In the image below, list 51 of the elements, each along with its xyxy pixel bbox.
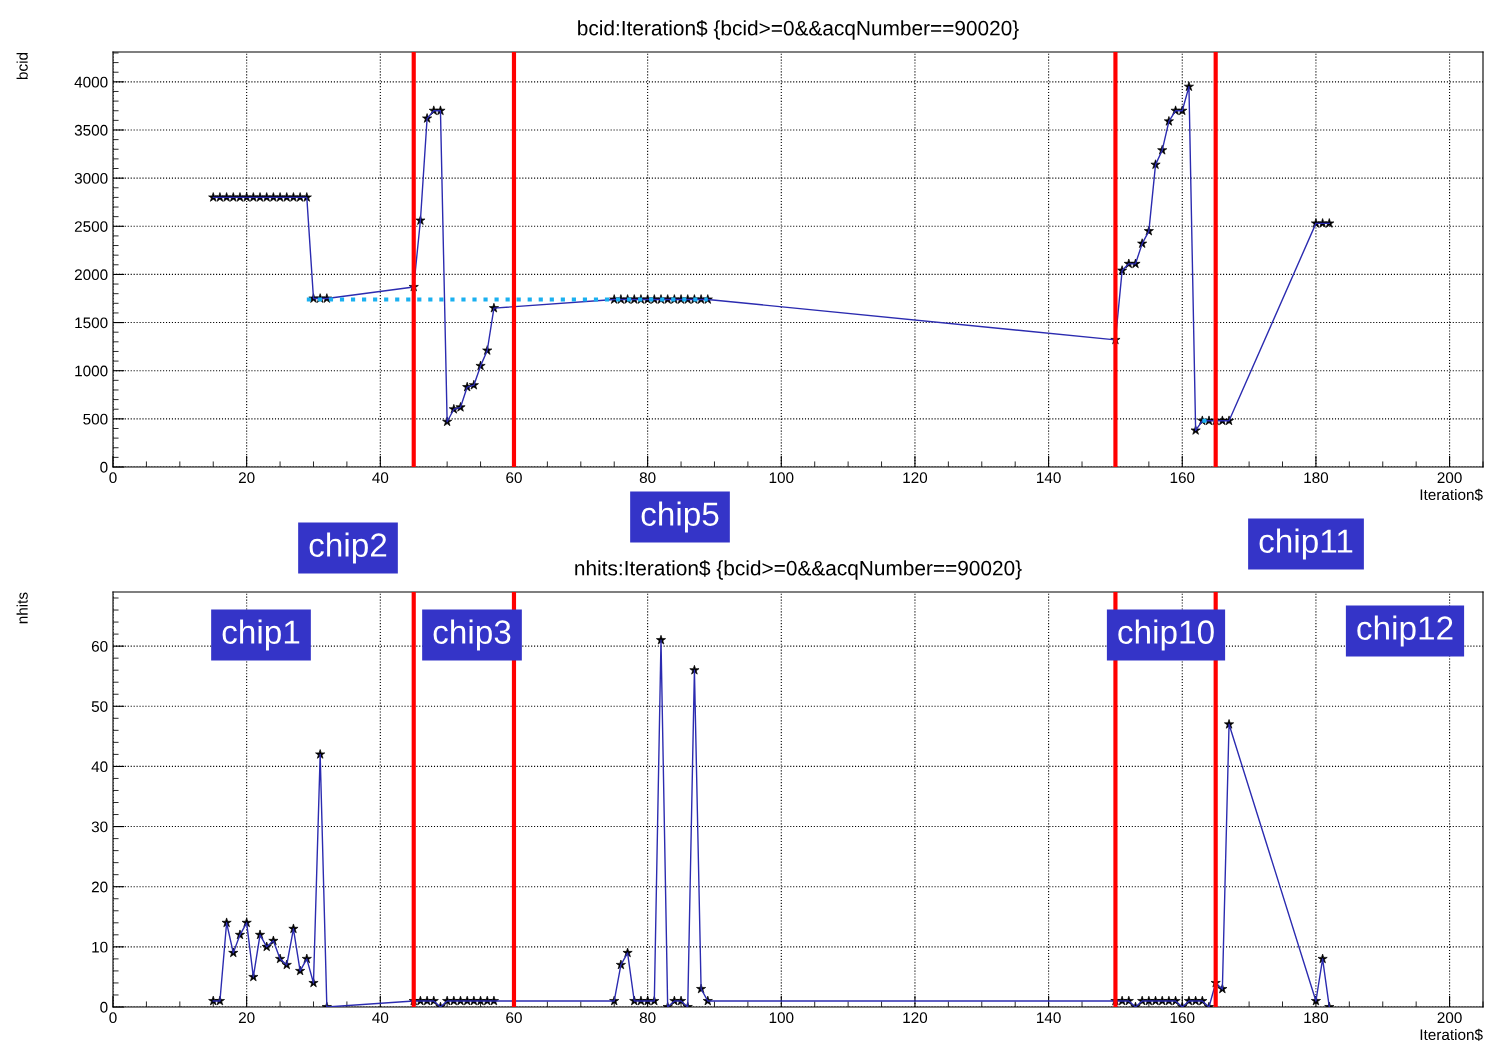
y-axis-title: nhits: [16, 592, 28, 624]
chart-title: bcid:Iteration$ {bcid>=0&&acqNumber==90020}: [578, 19, 1019, 40]
x-tick-label: 0: [109, 472, 117, 484]
y-tick-label: 500: [83, 413, 108, 425]
y-tick-label: 3500: [74, 124, 108, 136]
x-tick-label: 140: [1037, 1012, 1061, 1024]
x-tick-label: 40: [372, 1012, 389, 1024]
x-tick-label: 140: [1037, 472, 1061, 484]
x-tick-label: 40: [372, 472, 389, 484]
annotation: chip1: [222, 619, 300, 651]
x-tick-label: 180: [1304, 472, 1329, 484]
annotation: chip10: [1118, 619, 1214, 651]
x-tick-label: 80: [639, 472, 656, 484]
y-tick-label: 60: [91, 641, 108, 652]
y-tick-label: 1000: [75, 365, 108, 377]
y-tick-label: 0: [100, 461, 108, 473]
x-tick-label: 180: [1304, 1012, 1329, 1024]
x-tick-label: 100: [769, 1012, 794, 1024]
x-tick-label: 20: [238, 1012, 255, 1024]
x-axis-title: Iteration$: [1420, 488, 1483, 502]
annotation: chip12: [1357, 615, 1453, 647]
y-tick-label: 2500: [74, 221, 108, 232]
y-tick-label: 20: [91, 881, 108, 893]
y-tick-label: 40: [91, 761, 108, 773]
y-tick-label: 4000: [74, 76, 108, 88]
x-tick-label: 160: [1170, 472, 1195, 484]
x-tick-label: 100: [769, 472, 794, 484]
x-tick-label: 120: [903, 1012, 928, 1024]
x-tick-label: 200: [1437, 472, 1462, 484]
y-tick-label: 0: [100, 1001, 108, 1013]
text: chip5: [641, 501, 719, 533]
x-tick-label: 20: [238, 472, 255, 484]
y-tick-label: 50: [91, 701, 108, 712]
text: chip11: [1259, 528, 1353, 560]
y-tick-label: 2000: [74, 269, 108, 281]
y-tick-label: 1500: [75, 317, 108, 329]
chart-title: nhits:Iteration$ {bcid>=0&&acqNumber==90020}: [575, 559, 1022, 580]
x-axis-title: Iteration$: [1420, 1028, 1483, 1042]
x-tick-label: 0: [109, 1012, 117, 1024]
y-axis-title: bcid: [16, 52, 28, 80]
x-tick-label: 120: [903, 472, 928, 484]
x-tick-label: 60: [506, 472, 522, 484]
y-tick-label: 10: [92, 941, 108, 953]
x-tick-label: 60: [506, 1012, 522, 1024]
x-tick-label: 200: [1437, 1012, 1462, 1024]
y-tick-label: 30: [91, 821, 108, 833]
x-tick-label: 80: [639, 1012, 656, 1024]
text: chip2: [309, 532, 387, 564]
y-tick-label: 3000: [74, 173, 108, 184]
annotation: chip3: [433, 619, 511, 651]
x-tick-label: 160: [1170, 1012, 1195, 1024]
